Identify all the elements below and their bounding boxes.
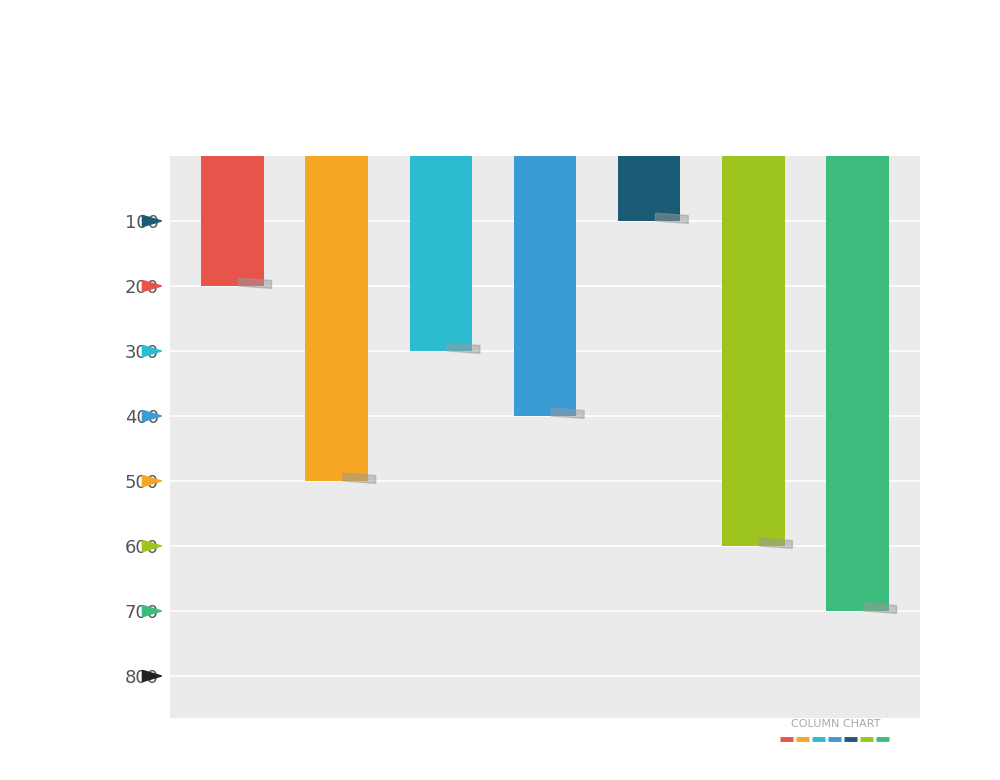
Bar <box>514 156 576 416</box>
Polygon shape <box>760 538 792 548</box>
Text: COLUMN CHART: COLUMN CHART <box>791 719 880 729</box>
Bar <box>410 156 472 351</box>
Polygon shape <box>239 278 272 289</box>
Bar <box>618 156 680 221</box>
Bar <box>722 156 785 546</box>
Bar <box>305 156 368 481</box>
Polygon shape <box>864 603 897 613</box>
Polygon shape <box>343 473 376 484</box>
Polygon shape <box>655 213 688 223</box>
Bar <box>201 156 264 286</box>
Polygon shape <box>551 408 584 418</box>
Bar <box>826 156 889 611</box>
Polygon shape <box>447 343 480 353</box>
